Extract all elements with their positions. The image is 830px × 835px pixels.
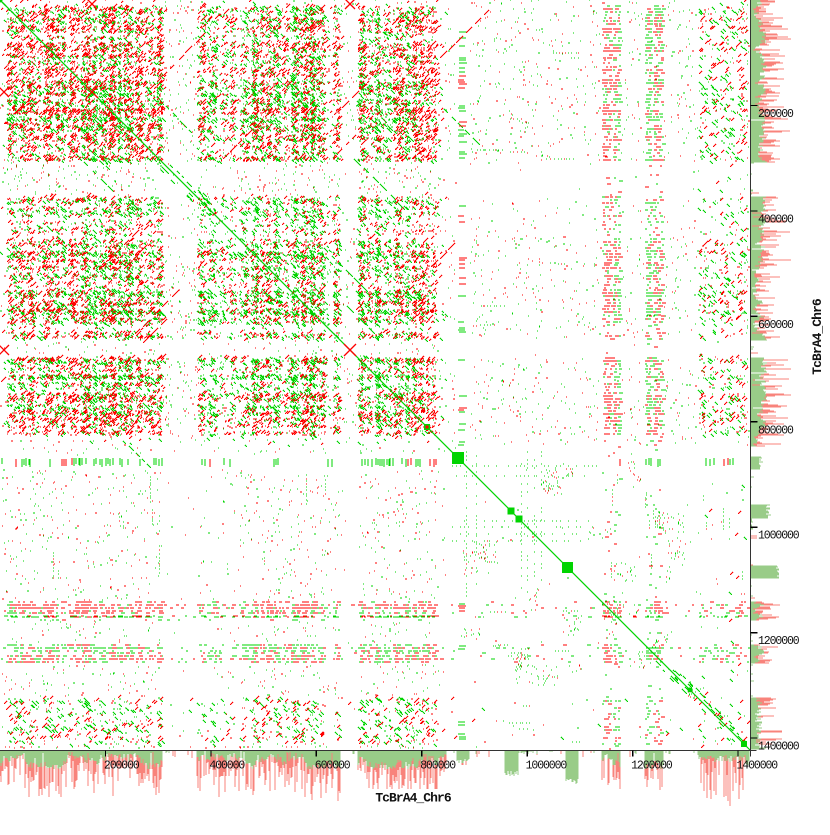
svg-text:1400000: 1400000 [758,741,800,754]
svg-text:1200000: 1200000 [631,760,673,773]
svg-text:200000: 200000 [104,760,140,773]
svg-text:TcBrA4_Chr6: TcBrA4_Chr6 [375,791,452,806]
svg-text:600000: 600000 [758,319,794,332]
svg-text:800000: 800000 [758,424,794,437]
svg-text:400000: 400000 [209,760,245,773]
svg-text:800000: 800000 [420,760,456,773]
svg-text:1400000: 1400000 [737,760,779,773]
svg-text:1000000: 1000000 [526,760,568,773]
svg-text:200000: 200000 [758,108,794,121]
svg-text:1000000: 1000000 [758,530,800,543]
svg-text:400000: 400000 [758,214,794,227]
svg-text:1200000: 1200000 [758,635,800,648]
svg-text:TcBrA4_Chr6: TcBrA4_Chr6 [810,298,825,375]
svg-text:600000: 600000 [315,760,351,773]
